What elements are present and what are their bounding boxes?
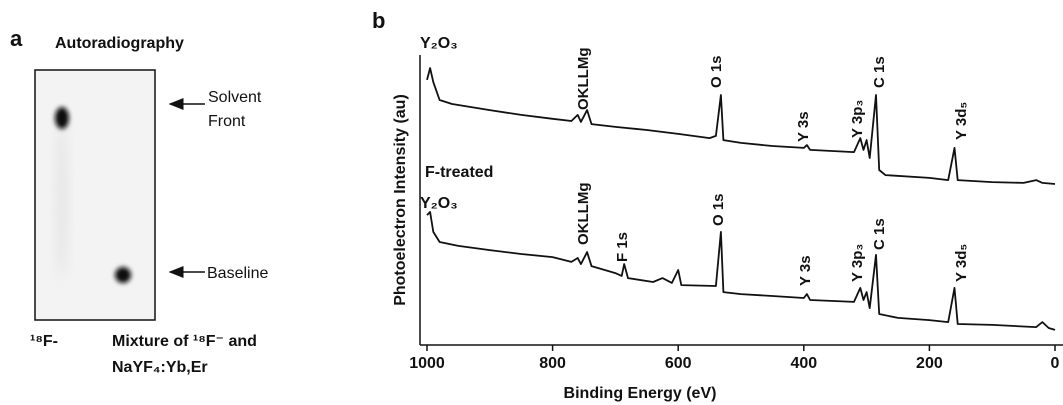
x-tick-label: 600 — [665, 355, 692, 372]
peak-label: C 1s — [871, 56, 888, 88]
autoradiography-image — [34, 69, 156, 321]
spectrum-line — [426, 211, 1056, 331]
peak-label: Y 3d₅ — [953, 102, 970, 140]
lane-label: Mixture of ¹⁸F⁻ and — [112, 333, 257, 350]
peak-label: C 1s — [871, 218, 888, 250]
y-axis-label: Photoelectron Intensity (au) — [392, 94, 409, 306]
spot — [55, 107, 69, 129]
peak-label: F 1s — [614, 232, 631, 262]
x-tick-label: 200 — [916, 355, 943, 372]
panel-label: a — [10, 26, 23, 51]
panel-label: b — [372, 8, 385, 33]
peak-label: Y 3s — [797, 255, 814, 286]
peak-label: Y 3p₃ — [849, 244, 866, 282]
peak-label: O 1s — [710, 193, 727, 226]
peak-label: Y 3d₅ — [953, 244, 970, 282]
peak-label: Y 3s — [795, 111, 812, 142]
x-tick-label: 0 — [1051, 355, 1060, 372]
peak-label: O 1s — [708, 55, 725, 88]
annotation: Baseline — [207, 265, 268, 282]
peak-label: OKLLMg — [575, 183, 592, 245]
x-tick-label: 400 — [790, 355, 817, 372]
spectrum-line — [426, 67, 1056, 185]
series-sublabel: Y₂O₃ — [420, 195, 458, 212]
lane-label: ¹⁸F- — [30, 333, 58, 350]
x-tick-label: 800 — [539, 355, 566, 372]
peak-label: OKLLMg — [575, 48, 592, 110]
series-label: F-treated — [425, 164, 493, 181]
series-label: Y₂O₃ — [420, 35, 458, 52]
spot — [115, 267, 131, 283]
annotation: Front — [208, 113, 246, 130]
peak-label: Y 3p₃ — [849, 100, 866, 138]
panel-title: Autoradiography — [55, 35, 184, 52]
x-tick-label: 1000 — [409, 355, 445, 372]
annotation: Solvent — [208, 89, 262, 106]
streak — [58, 120, 66, 280]
x-axis-label: Binding Energy (eV) — [564, 385, 717, 402]
lane-label: NaYF₄:Yb,Er — [112, 359, 208, 376]
